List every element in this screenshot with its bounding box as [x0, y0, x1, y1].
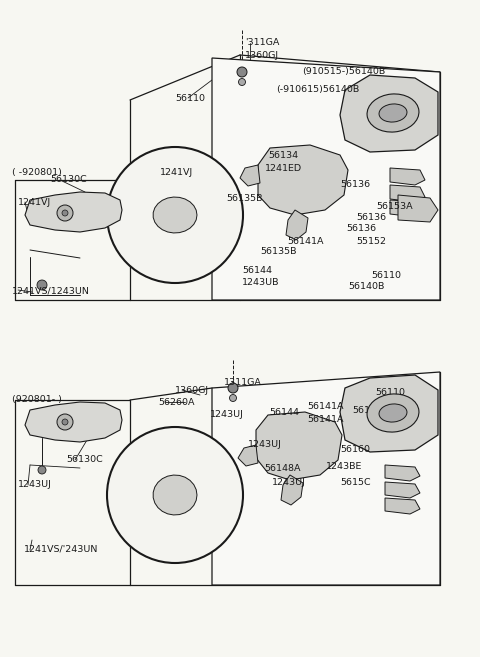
Text: 56136: 56136 [356, 213, 386, 222]
Circle shape [107, 427, 243, 563]
Ellipse shape [367, 94, 419, 132]
Circle shape [57, 205, 73, 221]
Text: 1241VS/'243UN: 1241VS/'243UN [24, 545, 98, 554]
Text: 56110: 56110 [371, 271, 401, 280]
Text: 56160: 56160 [340, 445, 370, 454]
Polygon shape [258, 145, 348, 215]
Ellipse shape [367, 394, 419, 432]
Text: 1243UJ: 1243UJ [248, 440, 282, 449]
Text: 1243UJ: 1243UJ [210, 410, 244, 419]
Text: (910515-)56140B: (910515-)56140B [302, 67, 385, 76]
Ellipse shape [379, 104, 407, 122]
Text: 55152: 55152 [356, 237, 386, 246]
Text: 56136: 56136 [340, 180, 370, 189]
Circle shape [37, 280, 47, 290]
Text: 56141A: 56141A [307, 402, 344, 411]
Circle shape [62, 210, 68, 216]
Text: 56260A: 56260A [158, 398, 194, 407]
Polygon shape [385, 482, 420, 498]
Polygon shape [240, 165, 260, 186]
Text: 1241VS/1243UN: 1241VS/1243UN [12, 286, 90, 295]
Circle shape [228, 383, 238, 393]
Text: 1243BE: 1243BE [326, 462, 362, 471]
Text: 56144: 56144 [242, 266, 272, 275]
Circle shape [163, 483, 187, 507]
Text: 1360GJ: 1360GJ [245, 51, 279, 60]
Polygon shape [390, 168, 425, 185]
Text: 56134: 56134 [268, 151, 298, 160]
Text: 56135B: 56135B [260, 247, 297, 256]
Text: '311GA: '311GA [245, 38, 279, 47]
Polygon shape [25, 402, 122, 442]
Text: 56141A: 56141A [287, 237, 324, 246]
Polygon shape [281, 475, 303, 505]
Text: 56110: 56110 [375, 388, 405, 397]
Text: 56153A: 56153A [376, 202, 413, 211]
Text: (920801- ): (920801- ) [12, 395, 62, 404]
Polygon shape [390, 185, 425, 202]
Text: 1241VJ: 1241VJ [160, 168, 193, 177]
Polygon shape [153, 475, 197, 515]
Polygon shape [390, 200, 425, 217]
Text: ( -920801): ( -920801) [12, 168, 62, 177]
Bar [0, 340, 480, 617]
Text: 56110: 56110 [175, 94, 205, 103]
Circle shape [38, 466, 46, 474]
Text: (-910615)56140B: (-910615)56140B [276, 85, 359, 94]
Polygon shape [212, 372, 440, 585]
Text: 1243UJ: 1243UJ [18, 480, 52, 489]
Circle shape [107, 147, 243, 283]
Polygon shape [398, 195, 438, 222]
Polygon shape [212, 58, 440, 300]
Polygon shape [340, 375, 438, 452]
Text: 1360GJ: 1360GJ [175, 386, 209, 395]
Polygon shape [385, 465, 420, 481]
Ellipse shape [379, 404, 407, 422]
Polygon shape [238, 445, 258, 466]
Text: 56144: 56144 [269, 408, 299, 417]
Polygon shape [153, 197, 197, 233]
Text: 56136: 56136 [346, 224, 376, 233]
Text: 56130C: 56130C [66, 455, 103, 464]
Text: 5615C: 5615C [340, 478, 371, 487]
Text: 56130C: 56130C [50, 175, 87, 184]
Polygon shape [340, 75, 438, 152]
Circle shape [239, 78, 245, 85]
Text: 56135B: 56135B [226, 194, 263, 203]
Polygon shape [25, 192, 122, 232]
Text: 1311GA: 1311GA [224, 378, 262, 387]
Circle shape [237, 67, 247, 77]
Polygon shape [385, 498, 420, 514]
Circle shape [163, 203, 187, 227]
Polygon shape [286, 210, 308, 240]
Text: 56141A: 56141A [307, 415, 344, 424]
Text: 56140B: 56140B [348, 282, 384, 291]
Text: 1243UB: 1243UB [242, 278, 279, 287]
Text: 56140B: 56140B [352, 406, 388, 415]
Polygon shape [256, 412, 342, 480]
Circle shape [57, 414, 73, 430]
Text: 1241ED: 1241ED [265, 164, 302, 173]
Circle shape [62, 419, 68, 425]
Circle shape [229, 394, 237, 401]
Text: 1243UJ: 1243UJ [272, 478, 306, 487]
Text: 56148A: 56148A [264, 464, 300, 473]
Text: 1241VJ: 1241VJ [18, 198, 51, 207]
